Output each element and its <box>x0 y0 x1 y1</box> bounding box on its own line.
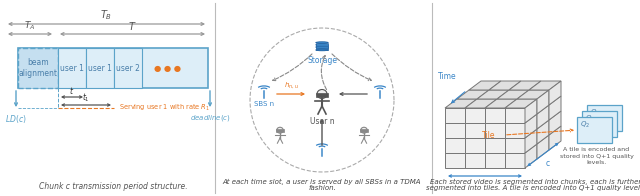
Ellipse shape <box>361 127 367 133</box>
Ellipse shape <box>317 90 327 99</box>
Bar <box>18 48 208 88</box>
Polygon shape <box>537 135 549 159</box>
Polygon shape <box>469 81 501 90</box>
Bar <box>465 108 485 123</box>
Text: $Q_1$: $Q_1$ <box>585 114 595 124</box>
Bar <box>316 47 328 50</box>
Bar <box>577 117 612 143</box>
Polygon shape <box>549 111 561 135</box>
Polygon shape <box>549 96 561 120</box>
Text: user 1: user 1 <box>60 64 84 73</box>
Polygon shape <box>525 144 537 168</box>
Ellipse shape <box>316 42 328 44</box>
Bar <box>316 43 328 45</box>
Ellipse shape <box>316 46 328 48</box>
Bar <box>485 123 505 138</box>
Text: $T$: $T$ <box>128 20 137 32</box>
Text: fashion.: fashion. <box>308 185 336 191</box>
Polygon shape <box>549 126 561 150</box>
Text: $Q_2$: $Q_2$ <box>580 120 590 130</box>
Bar <box>465 153 485 168</box>
Ellipse shape <box>316 49 328 51</box>
Bar <box>505 108 525 123</box>
Polygon shape <box>477 90 509 99</box>
Bar <box>58 48 86 88</box>
Bar <box>276 129 284 132</box>
Polygon shape <box>549 81 561 105</box>
Bar <box>485 153 505 168</box>
Bar <box>445 138 465 153</box>
Text: User n: User n <box>310 117 334 126</box>
Polygon shape <box>537 90 549 114</box>
Bar <box>86 48 114 88</box>
Text: $t_1$: $t_1$ <box>82 91 90 103</box>
Bar <box>485 138 505 153</box>
Polygon shape <box>509 81 541 90</box>
Text: $t$: $t$ <box>69 84 75 95</box>
Bar <box>445 108 465 123</box>
Ellipse shape <box>316 44 328 46</box>
Bar <box>445 153 465 168</box>
Polygon shape <box>525 114 537 138</box>
Text: $LD(c)$: $LD(c)$ <box>5 113 27 125</box>
Bar <box>18 48 58 88</box>
Bar <box>505 123 525 138</box>
Text: $T_A$: $T_A$ <box>24 19 36 32</box>
Text: Storage: Storage <box>307 56 337 65</box>
Polygon shape <box>537 105 549 129</box>
Bar <box>505 153 525 168</box>
Polygon shape <box>445 99 477 108</box>
Ellipse shape <box>276 127 284 133</box>
Polygon shape <box>497 90 529 99</box>
Text: Serving user 1 with rate $R_1$: Serving user 1 with rate $R_1$ <box>119 103 210 113</box>
Bar <box>465 123 485 138</box>
Text: Chunk c transmission period structure.: Chunk c transmission period structure. <box>38 182 188 191</box>
Text: Tile: Tile <box>483 131 496 140</box>
Polygon shape <box>457 90 489 99</box>
Text: At each time slot, a user is served by all SBSs in a TDMA: At each time slot, a user is served by a… <box>223 179 421 185</box>
Bar <box>465 138 485 153</box>
Bar <box>445 123 465 138</box>
Text: SBS n: SBS n <box>254 101 274 107</box>
Bar <box>505 138 525 153</box>
Text: beam
alignment: beam alignment <box>19 58 58 78</box>
Polygon shape <box>505 99 537 108</box>
Polygon shape <box>529 81 561 90</box>
Polygon shape <box>517 90 549 99</box>
Text: user 1: user 1 <box>88 64 112 73</box>
Bar <box>485 108 505 123</box>
Bar <box>360 129 368 132</box>
Text: segmented into tiles. A tile is encoded into Q+1 quality levels.: segmented into tiles. A tile is encoded … <box>426 185 640 191</box>
Bar <box>114 48 142 88</box>
Text: $T_B$: $T_B$ <box>100 8 113 22</box>
Text: ● ● ●: ● ● ● <box>154 64 180 73</box>
Polygon shape <box>537 120 549 144</box>
Text: $deadline(c)$: $deadline(c)$ <box>189 113 230 123</box>
Text: $h_{n,u}$: $h_{n,u}$ <box>284 80 298 90</box>
Bar <box>316 93 328 96</box>
Polygon shape <box>465 99 497 108</box>
Bar <box>582 111 617 137</box>
Polygon shape <box>489 81 521 90</box>
Text: user 2: user 2 <box>116 64 140 73</box>
Bar <box>587 105 622 131</box>
Polygon shape <box>485 99 517 108</box>
Text: Time: Time <box>438 72 457 81</box>
Polygon shape <box>525 99 537 123</box>
Bar <box>316 45 328 48</box>
Text: c: c <box>546 159 550 168</box>
Polygon shape <box>525 129 537 153</box>
Text: A tile is encoded and
stored into Q+1 quality
levels.: A tile is encoded and stored into Q+1 qu… <box>559 147 634 165</box>
Text: Each stored video is segmented into chunks, each is further: Each stored video is segmented into chun… <box>430 179 640 185</box>
Text: $Q_0$: $Q_0$ <box>590 108 600 118</box>
